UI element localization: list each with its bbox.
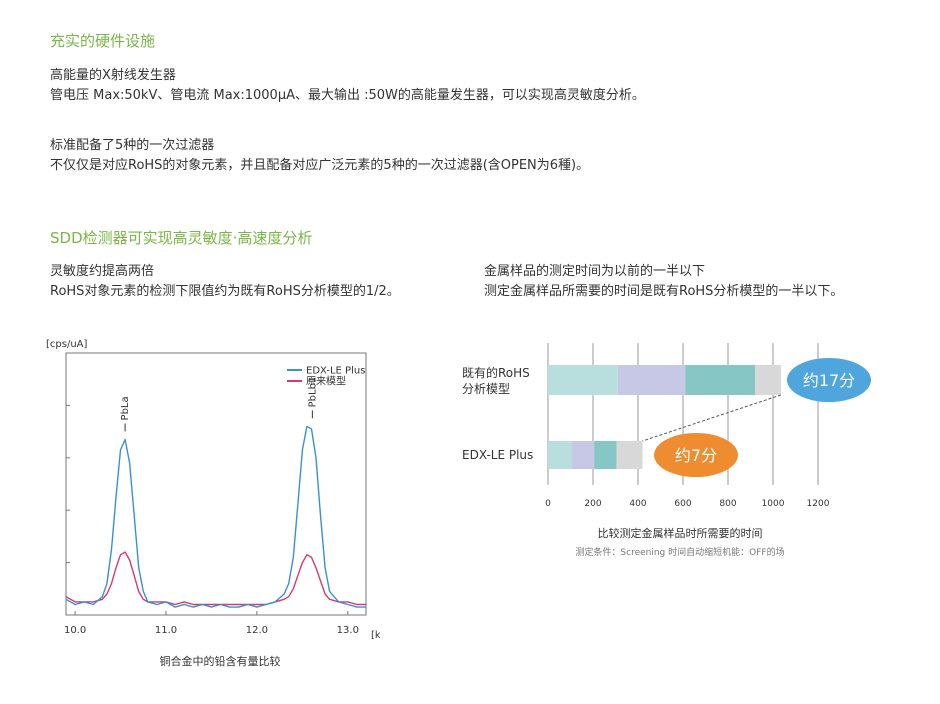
bar-connector [642, 394, 782, 442]
spectrum-x-tick-label: 12.0 [246, 625, 268, 636]
bar-x-tick-label: 600 [674, 499, 691, 509]
sensitivity-desc: RoHS对象元素的检测下限值约为既有RoHS分析模型的1/2。 [50, 284, 400, 299]
bar-category-label: 分析模型 [462, 382, 510, 396]
speed-heading: 金属样品的测定时间为以前的一半以下 [484, 264, 706, 279]
filter-block: 标准配备了5种的一次过滤器 不仅仅是对应RoHS的对象元素，并且配备对应广泛元素… [50, 136, 589, 176]
spectrum-x-ticks: 10.0 11.0 12.0 13.0 [64, 611, 359, 636]
time-badge-label: 约7分 [675, 446, 717, 465]
filter-heading: 标准配备了5种的一次过滤器 [50, 138, 215, 153]
legend-label: EDX-LE Plus [306, 366, 365, 377]
speed-block: 金属样品的测定时间为以前的一半以下 测定金属样品所需要的时间是既有RoHS分析模… [484, 262, 843, 302]
bar-x-tick-label: 800 [719, 499, 736, 509]
bar-segment [755, 365, 781, 395]
spectrum-y-ticks [66, 404, 70, 564]
bar-x-tick-label: 1200 [807, 499, 830, 509]
bar-x-tick-label: 200 [584, 499, 601, 509]
bar-series [548, 365, 782, 469]
spectrum-ylabel: [cps/uA] [46, 339, 88, 350]
spectrum-line [65, 551, 366, 606]
bar-segment [616, 441, 643, 469]
peak-label: PbLb1 [307, 377, 318, 408]
spectrum-peak-labels: PbLa PbLb1 [120, 377, 318, 432]
filter-desc: 不仅仅是对应RoHS的对象元素，并且配备对应广泛元素的5种的一次过滤器(含OPE… [50, 158, 590, 173]
section-title-hardware: 充实的硬件设施 [50, 32, 156, 50]
spectrum-chart: [cps/uA] 10.0 11.0 12.0 13.0 PbLa PbLb1 EDX-… [46, 339, 380, 668]
spectrum-x-tick-label: 11.0 [155, 625, 177, 636]
bar-category-label: EDX-LE Plus [462, 448, 533, 462]
spectrum-xlabel: [keV] [371, 630, 380, 641]
bar-segment [685, 365, 755, 395]
xray-generator-block: 高能量的X射线发生器 管电压 Max:50kV、管电流 Max:1000μA、最… [50, 66, 645, 106]
time-badge [654, 433, 738, 477]
xray-generator-desc: 管电压 Max:50kV、管电流 Max:1000μA、最大输出 :50W的高能… [50, 88, 645, 103]
bar-segment [571, 441, 595, 469]
bar-chart-subtitle: 测定条件：Screening 时间自动缩短机能：OFF的场 [575, 546, 784, 558]
spectrum-plot-frame [65, 352, 367, 616]
sensitivity-heading: 灵敏度约提高两倍 [50, 264, 155, 279]
bar-category-label: 既有的RoHS [462, 365, 530, 380]
bar-segment [548, 365, 618, 395]
peak-label: PbLa [120, 396, 131, 420]
legend-label: 原来模型 [306, 375, 346, 388]
time-badge [787, 358, 871, 402]
section-title-sdd: SDD检测器可实现高灵敏度·高速度分析 [50, 229, 313, 247]
spectrum-x-tick-label: 10.0 [64, 625, 86, 636]
bar-x-tick-label: 400 [629, 499, 646, 509]
spectrum-series [65, 425, 366, 608]
spectrum-caption: 铜合金中的铅含有量比较 [160, 654, 281, 668]
bar-x-tick-label: 0 [545, 499, 551, 509]
spectrum-line [65, 425, 366, 608]
spectrum-x-tick-label: 13.0 [337, 625, 359, 636]
bar-segment [548, 441, 572, 469]
bar-segment [594, 441, 617, 469]
bar-category-labels: 既有的RoHS 分析模型 EDX-LE Plus [462, 365, 533, 462]
speed-desc: 测定金属样品所需要的时间是既有RoHS分析模型的一半以下。 [484, 284, 844, 299]
bar-x-tick-label: 1000 [762, 499, 785, 509]
time-badge-label: 约17分 [803, 371, 855, 390]
bar-segment [617, 365, 686, 395]
xray-generator-heading: 高能量的X射线发生器 [50, 68, 176, 83]
bar-chart-title: 比较测定金属样品时所需要的时间 [598, 526, 763, 540]
bar-x-ticks: 0 200 400 600 800 1000 1200 [545, 499, 830, 509]
sensitivity-block: 灵敏度约提高两倍 RoHS对象元素的检测下限值约为既有RoHS分析模型的1/2。 [50, 262, 400, 302]
